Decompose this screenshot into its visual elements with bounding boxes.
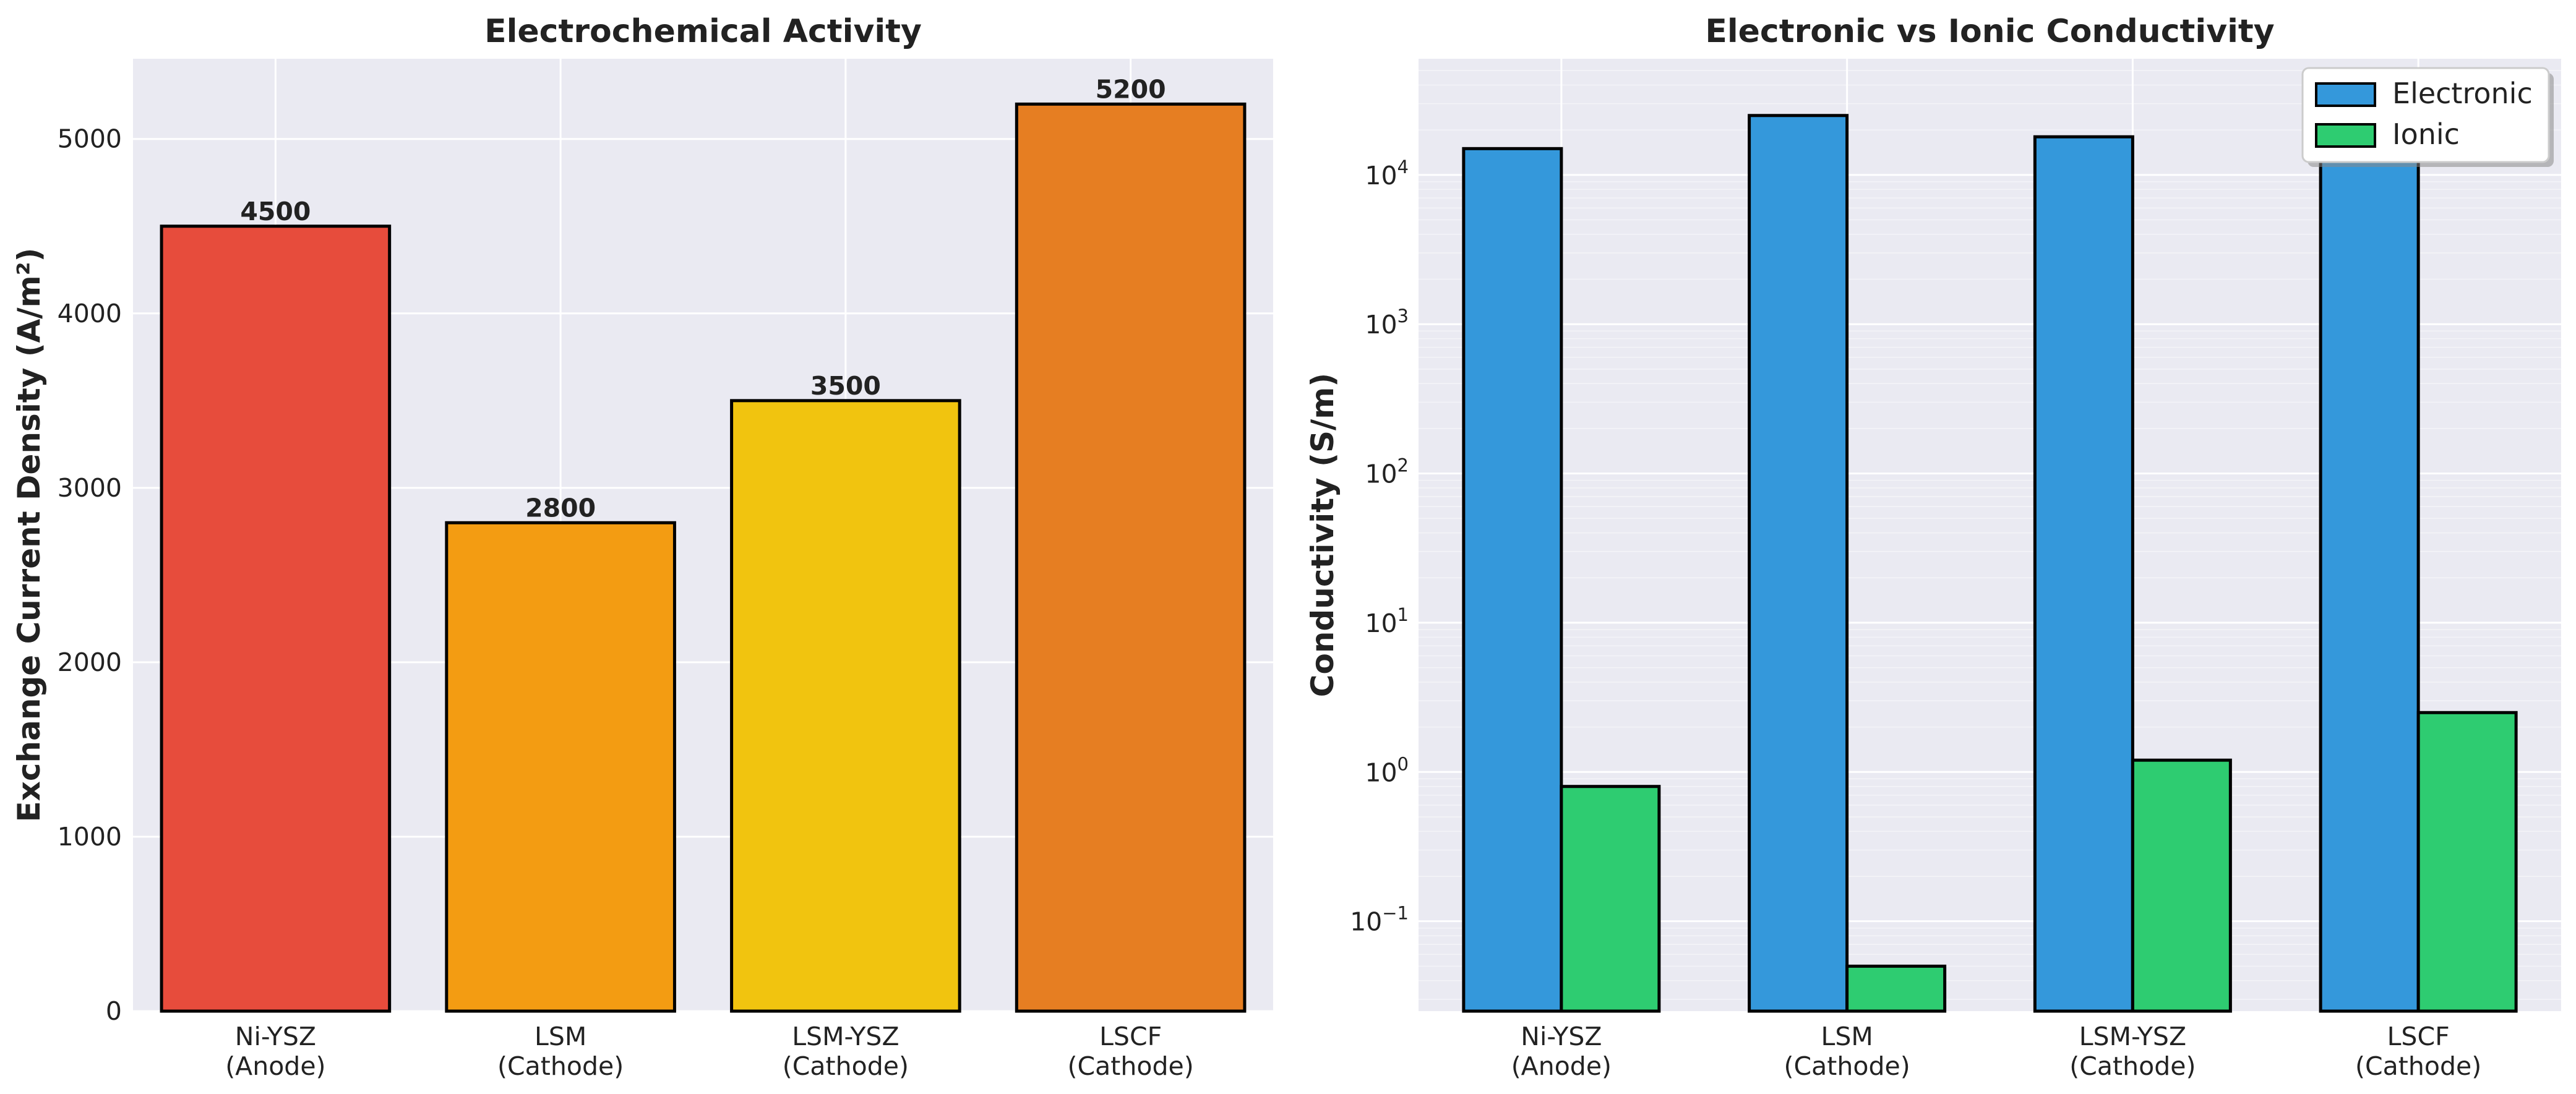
y-tick-label: 5000 — [58, 124, 122, 154]
legend-label-electronic: Electronic — [2392, 77, 2533, 110]
bar-ionic-3 — [2416, 711, 2518, 1013]
y-tick-label: 101 — [1365, 604, 1409, 638]
y-tick-label: 10−1 — [1350, 903, 1409, 937]
chart-title: Electronic vs Ionic Conductivity — [1705, 13, 2274, 50]
legend-swatch-electronic — [2315, 82, 2376, 107]
x-tick-label: Ni-YSZ (Anode) — [1511, 1022, 1612, 1081]
bar-2 — [730, 399, 961, 1013]
y-tick-label: 1000 — [58, 822, 122, 852]
legend-swatch-ionic — [2315, 123, 2376, 148]
y-axis-label: Exchange Current Density (A/m²) — [11, 248, 47, 823]
x-tick-label: LSM-YSZ (Cathode) — [2069, 1022, 2196, 1081]
bar-ionic-2 — [2131, 758, 2232, 1013]
x-tick-label: LSCF (Cathode) — [1068, 1022, 1194, 1081]
y-tick-label: 103 — [1365, 306, 1409, 340]
bar-electronic-1 — [1748, 114, 1849, 1013]
bar-electronic-3 — [2319, 102, 2420, 1013]
chart-conductivity: 10−1 100 101 102 103 104 Ni-YSZ (Anode) LSM (Cath… — [1305, 13, 2561, 1081]
chart-title: Electrochemical Activity — [484, 13, 922, 50]
x-tick-label: LSM (Cathode) — [1784, 1022, 1910, 1081]
bar-value-label: 5200 — [1096, 74, 1166, 104]
legend-label-ionic: Ionic — [2392, 118, 2460, 151]
y-tick-label: 104 — [1365, 156, 1409, 190]
y-axis-label: Conductivity (S/m) — [1305, 373, 1341, 697]
bar-3 — [1015, 102, 1247, 1013]
bar-ionic-0 — [1560, 785, 1661, 1013]
chart-electrochemical-activity: 0 1000 2000 3000 4000 5000 4500 Ni-YSZ (Anode) 28… — [11, 13, 1273, 1081]
bar-1 — [445, 521, 676, 1013]
y-tick-label: 4000 — [58, 299, 122, 328]
x-tick-label: LSCF (Cathode) — [2355, 1022, 2481, 1081]
y-tick-label: 100 — [1365, 753, 1409, 787]
y-tick-label: 3000 — [58, 473, 122, 503]
y-tick-label: 102 — [1365, 455, 1409, 489]
y-tick-label: 2000 — [58, 647, 122, 677]
bar-value-label: 4500 — [240, 197, 311, 226]
bar-ionic-1 — [1845, 964, 1947, 1013]
bar-value-label: 2800 — [525, 493, 596, 523]
bar-0 — [160, 224, 392, 1013]
y-tick-label: 0 — [106, 996, 122, 1026]
legend: Electronic Ionic — [2301, 67, 2554, 167]
x-tick-label: Ni-YSZ (Anode) — [225, 1022, 325, 1081]
bar-value-label: 3500 — [810, 371, 881, 401]
bar-electronic-2 — [2033, 135, 2134, 1013]
x-tick-label: LSM-YSZ (Cathode) — [783, 1022, 909, 1081]
x-tick-label: LSM (Cathode) — [497, 1022, 624, 1081]
bar-electronic-0 — [1462, 147, 1563, 1013]
